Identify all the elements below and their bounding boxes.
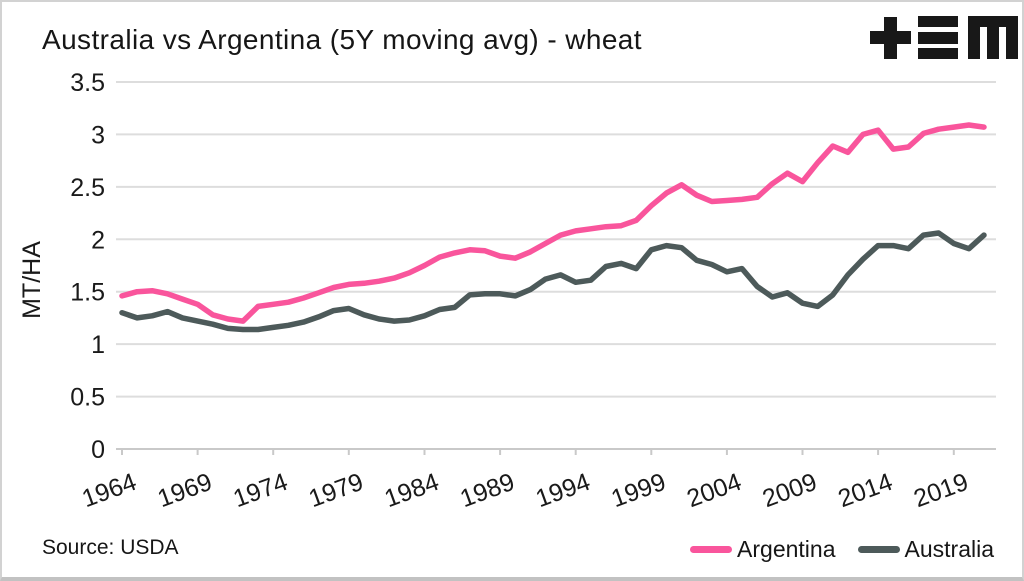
x-axis: [116, 448, 996, 455]
argentina-line: [119, 122, 987, 324]
svg-text:0.5: 0.5: [70, 384, 105, 412]
svg-text:1994: 1994: [532, 468, 594, 513]
logo-bars-icon: [918, 16, 958, 27]
svg-text:1.5: 1.5: [70, 279, 105, 307]
logo-m-icon: [1006, 16, 1018, 59]
svg-text:2: 2: [91, 226, 105, 254]
logo-bars-icon: [918, 48, 958, 59]
legend-label-australia: Australia: [904, 535, 994, 562]
svg-text:1974: 1974: [230, 468, 292, 513]
logo-bars-icon: [918, 32, 958, 44]
svg-text:0: 0: [91, 436, 105, 464]
svg-text:2014: 2014: [834, 468, 896, 513]
logo-m-icon: [968, 16, 980, 59]
svg-text:2009: 2009: [759, 468, 821, 513]
svg-text:2.5: 2.5: [70, 174, 105, 202]
svg-text:2019: 2019: [910, 468, 972, 513]
x-tick-labels: 1964 1969 1974 1979 1984 1989 1994 1999 2004 2009…: [78, 468, 972, 513]
svg-text:1979: 1979: [305, 468, 367, 513]
australia-line: [119, 230, 987, 333]
legend: Argentina Australia: [690, 533, 994, 565]
legend-label-argentina: Argentina: [737, 535, 836, 562]
svg-text:2004: 2004: [683, 468, 745, 513]
legend-item-australia: Australia: [857, 535, 994, 563]
y-tick-labels: 0 0.5 1 1.5 2 2.5 3 3.5: [70, 69, 105, 464]
svg-text:1999: 1999: [608, 468, 670, 513]
australia-line-swatch-icon: [857, 545, 900, 553]
tem-logo: [870, 16, 1018, 59]
y-axis-title: MT/HA: [18, 241, 46, 319]
legend-item-argentina: Argentina: [690, 535, 836, 563]
svg-text:3: 3: [91, 121, 105, 149]
svg-text:1969: 1969: [154, 468, 216, 513]
svg-text:1989: 1989: [456, 468, 518, 513]
svg-text:3.5: 3.5: [70, 69, 105, 97]
svg-text:1984: 1984: [381, 468, 443, 513]
logo-m-icon: [987, 16, 999, 59]
source-note: Source: USDA: [42, 536, 179, 559]
svg-text:1964: 1964: [78, 468, 140, 513]
chart-title: Australia vs Argentina (5Y moving avg) -…: [42, 24, 642, 55]
argentina-line-swatch-icon: [690, 545, 733, 553]
logo-plus-icon: [870, 31, 911, 44]
svg-text:1: 1: [91, 331, 105, 359]
